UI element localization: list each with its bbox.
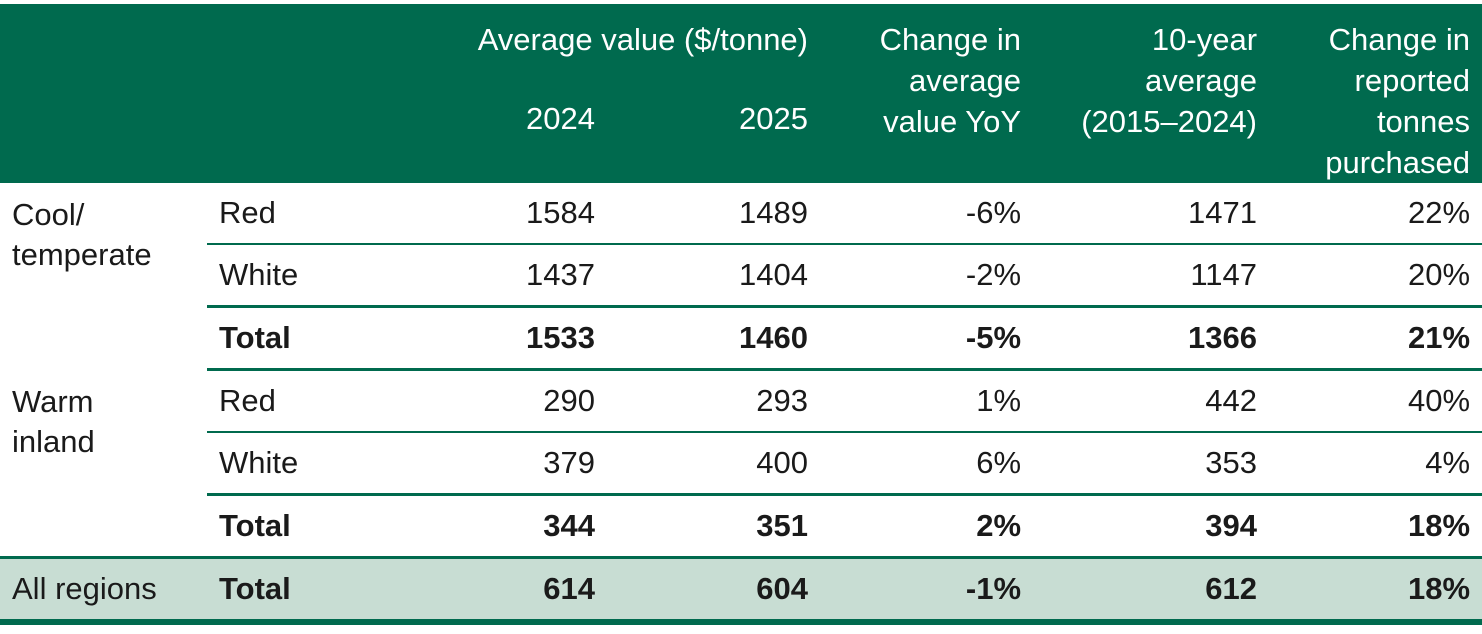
header-year-2024: 2024	[526, 100, 595, 136]
wine-type-cell: White	[207, 432, 394, 496]
header-change-average-line: value YoY	[883, 104, 1022, 139]
value-2024-cell: 1533	[394, 306, 607, 371]
header-change-tonnes-line: purchased	[1325, 145, 1471, 180]
table-row-total: Total 344 351 2% 394 18%	[0, 495, 1482, 558]
value-2025-cell: 351	[756, 508, 809, 543]
change-yoy-cell: 2%	[976, 508, 1022, 543]
table-header: Average value ($/tonne) Change in averag…	[0, 4, 1482, 183]
change-tonnes-cell: 20%	[1269, 244, 1482, 308]
header-change-tonnes: Change in reported tonnes purchased	[1269, 4, 1482, 183]
wine-type-cell: Red	[207, 369, 394, 433]
wine-type-cell: Total	[207, 306, 394, 371]
change-tonnes-cell: 4%	[1269, 432, 1482, 496]
value-2025-cell: 293	[607, 369, 821, 433]
value-2024-cell: 1584	[394, 183, 607, 245]
header-change-average-line: Change in	[879, 22, 1022, 57]
value-2024-cell: 379	[394, 432, 607, 496]
value-2024-cell: 1437	[394, 244, 607, 308]
table-row-all-regions: All regions Total 614 604 -1% 612 18%	[0, 556, 1482, 625]
ten-year-avg-cell: 1366	[1033, 306, 1270, 371]
region-cell: All regions	[0, 556, 207, 625]
region-label-line: Warm	[12, 383, 94, 419]
header-average-value: Average value ($/tonne)	[477, 22, 809, 57]
ten-year-avg-cell: 394	[1205, 508, 1258, 543]
region-label-line: temperate	[12, 237, 152, 272]
ten-year-avg-cell: 442	[1033, 369, 1270, 433]
table-row: Cool/ temperate Red 1584 1489 -6% 1471 2…	[0, 183, 1482, 272]
region-label-line: Cool/	[12, 197, 85, 232]
change-yoy-cell: -6%	[820, 183, 1034, 245]
value-2024-cell: 290	[394, 369, 607, 433]
change-yoy-cell: 1%	[820, 369, 1034, 433]
change-tonnes-cell: 18%	[1269, 556, 1482, 625]
value-2025-cell: 1460	[607, 306, 821, 371]
wine-type-cell: Total	[219, 508, 291, 543]
table-row-total: Total 1533 1460 -5% 1366 21%	[0, 306, 1482, 371]
header-ten-year-average: 10-year average (2015–2024)	[1033, 4, 1269, 183]
header-type-blank	[207, 4, 394, 183]
header-region-blank	[0, 4, 207, 183]
value-2024-cell: 344	[543, 508, 595, 543]
wine-type-cell: Red	[207, 183, 394, 245]
ten-year-avg-cell: 1471	[1033, 183, 1270, 245]
header-change-tonnes-line: reported	[1354, 63, 1471, 98]
table-body: Cool/ temperate Red 1584 1489 -6% 1471 2…	[0, 183, 1482, 625]
change-yoy-cell: -5%	[820, 306, 1034, 371]
ten-year-avg-cell: 612	[1033, 556, 1270, 625]
header-change-tonnes-line: Change in	[1328, 22, 1471, 57]
value-2024-cell: 614	[394, 556, 607, 625]
table-row: Warm inland Red 290 293 1% 442 40%	[0, 369, 1482, 459]
value-2025-cell: 1489	[607, 183, 821, 245]
ten-year-avg-cell: 353	[1033, 432, 1270, 496]
region-label-line: inland	[12, 423, 95, 459]
change-tonnes-cell: 18%	[1407, 508, 1471, 543]
header-change-average-line: average	[908, 63, 1022, 98]
change-tonnes-cell: 40%	[1269, 369, 1482, 433]
value-2025-cell: 400	[607, 432, 821, 496]
header-change-average: Change in average value YoY	[820, 4, 1033, 183]
change-yoy-cell: 6%	[820, 432, 1034, 496]
wine-value-table: Average value ($/tonne) Change in averag…	[0, 4, 1482, 625]
wine-type-cell: White	[207, 244, 394, 308]
header-ten-year-line: 10-year	[1151, 22, 1258, 57]
ten-year-avg-cell: 1147	[1033, 244, 1270, 308]
change-tonnes-cell: 22%	[1269, 183, 1482, 245]
region-cell: Warm inland	[0, 370, 207, 558]
change-yoy-cell: -1%	[820, 556, 1034, 625]
header-change-tonnes-line: tonnes	[1376, 104, 1471, 139]
header-ten-year-line: (2015–2024)	[1081, 104, 1258, 139]
value-2025-cell: 604	[607, 556, 821, 625]
wine-type-cell: Total	[207, 556, 394, 625]
value-2025-cell: 1404	[607, 244, 821, 308]
header-ten-year-line: average	[1144, 63, 1258, 98]
table-row: White 1437 1404 -2% 1147 20%	[0, 244, 1482, 308]
header-year-2025: 2025	[739, 100, 809, 136]
change-tonnes-cell: 21%	[1269, 306, 1482, 371]
region-cell: Cool/ temperate	[0, 183, 207, 370]
table-row: White 379 400 6% 353 4%	[0, 432, 1482, 496]
change-yoy-cell: -2%	[820, 244, 1034, 308]
